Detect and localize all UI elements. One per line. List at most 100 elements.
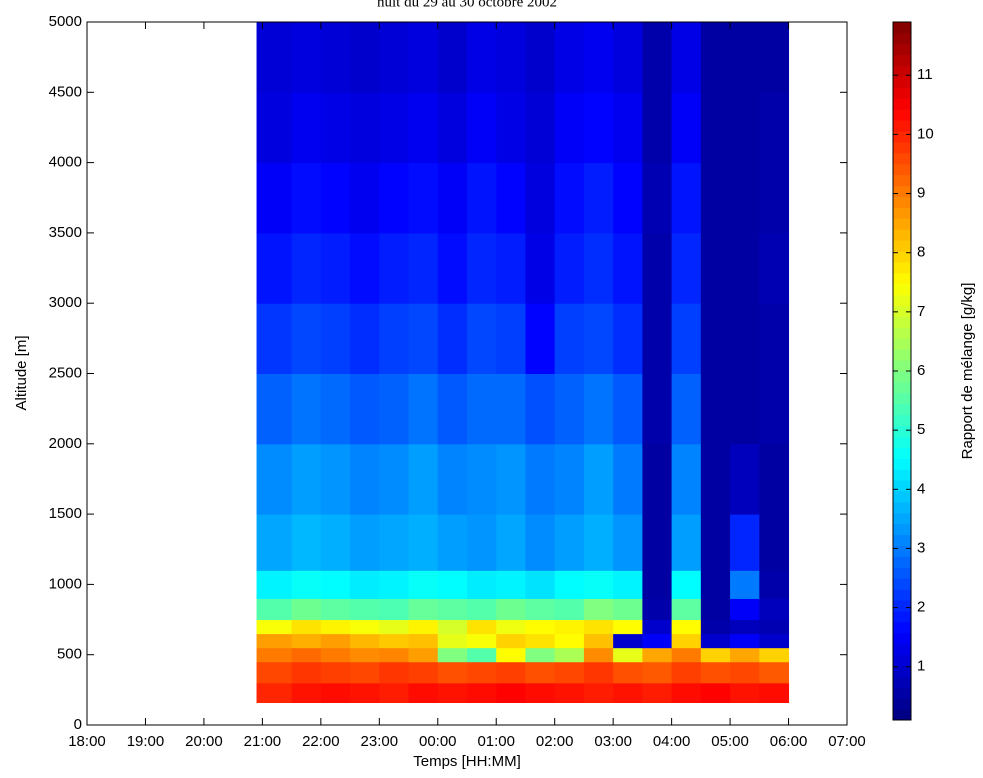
heatmap-cell xyxy=(671,92,702,164)
heatmap-cell xyxy=(700,647,731,663)
colorbar-swatch xyxy=(893,360,911,372)
heatmap-cell xyxy=(408,232,439,304)
x-tick-label: 23:00 xyxy=(361,733,399,750)
heatmap-cell xyxy=(496,633,526,649)
x-tick-label: 04:00 xyxy=(653,733,691,750)
heatmap-cell xyxy=(467,443,497,515)
heatmap-cell xyxy=(554,373,585,445)
colorbar-swatch xyxy=(893,240,911,252)
heatmap-cell xyxy=(256,598,293,621)
y-tick-label: 500 xyxy=(57,646,82,663)
heatmap-cell xyxy=(437,514,468,571)
heatmap-cell xyxy=(256,162,293,234)
colorbar-swatch xyxy=(893,283,911,296)
heatmap-cell xyxy=(759,373,790,445)
heatmap-cell xyxy=(496,443,526,515)
y-tick-label: 3000 xyxy=(49,294,82,311)
heatmap-cell xyxy=(379,443,410,515)
colorbar-swatch xyxy=(893,512,911,525)
heatmap-cell xyxy=(437,661,468,684)
heatmap-cell xyxy=(350,682,380,704)
heatmap-cell xyxy=(467,570,497,599)
heatmap-cell xyxy=(642,303,673,374)
colorbar-swatch xyxy=(893,534,911,546)
heatmap-cell xyxy=(700,682,731,704)
heatmap-cell xyxy=(256,619,293,635)
heatmap-cell xyxy=(613,633,643,649)
colorbar-swatch xyxy=(893,556,911,568)
heatmap-cell xyxy=(525,633,556,649)
heatmap-cell xyxy=(759,22,790,93)
heatmap-cell xyxy=(700,570,731,599)
heatmap-cell xyxy=(379,570,410,599)
heatmap-cell xyxy=(730,661,760,684)
heatmap-cell xyxy=(320,303,351,374)
heatmap-cell xyxy=(320,443,351,515)
colorbar-swatch xyxy=(893,294,911,307)
heatmap-cell xyxy=(759,514,790,571)
x-tick-label: 22:00 xyxy=(302,733,340,750)
heatmap-cell xyxy=(613,619,643,635)
heatmap-cell xyxy=(256,232,293,304)
colorbar-swatch xyxy=(893,261,911,274)
heatmap-cell xyxy=(613,514,643,571)
colorbar-tick-label: 5 xyxy=(917,421,925,438)
heatmap-cell xyxy=(613,303,643,374)
heatmap-cell xyxy=(496,647,526,663)
heatmap-cell xyxy=(671,162,702,234)
colorbar-swatch xyxy=(893,600,911,612)
colorbar-swatch xyxy=(893,218,911,230)
colorbar-tick-label: 3 xyxy=(917,539,925,556)
heatmap-cell xyxy=(408,647,439,663)
colorbar-swatch xyxy=(893,207,911,219)
heatmap-cell xyxy=(671,232,702,304)
heatmap-cell xyxy=(496,22,526,93)
colorbar-swatch xyxy=(893,523,911,536)
heatmap-cell xyxy=(613,570,643,599)
heatmap-cell xyxy=(320,598,351,621)
chart-title: nuit du 29 au 30 octobre 2002 xyxy=(377,0,557,10)
heatmap-cell xyxy=(730,373,760,445)
colorbar-swatch xyxy=(893,141,911,154)
heatmap-cell xyxy=(583,661,614,684)
y-tick-label: 4000 xyxy=(49,154,82,171)
heatmap-cell xyxy=(525,619,556,635)
heatmap-cell xyxy=(759,162,790,234)
heatmap-cell xyxy=(554,443,585,515)
heatmap-cell xyxy=(408,22,439,93)
heatmap-cell xyxy=(730,232,760,304)
colorbar-swatch xyxy=(893,87,911,99)
heatmap-cell xyxy=(256,443,293,515)
heatmap-cell xyxy=(554,570,585,599)
heatmap-cell xyxy=(408,162,439,234)
y-tick-label: 5000 xyxy=(49,13,82,30)
heatmap-cell xyxy=(320,232,351,304)
heatmap-cell xyxy=(642,514,673,571)
heatmap-cell xyxy=(613,373,643,445)
y-tick-label: 1000 xyxy=(49,575,82,592)
heatmap-cell xyxy=(291,303,322,374)
heatmap-cell xyxy=(525,92,556,164)
heatmap-cell xyxy=(291,619,322,635)
heatmap-cell xyxy=(291,162,322,234)
x-tick-label: 03:00 xyxy=(594,733,632,750)
y-tick-label: 2500 xyxy=(49,364,82,381)
heatmap-cell xyxy=(496,514,526,571)
colorbar-swatch xyxy=(893,32,911,45)
heatmap-cell xyxy=(700,373,731,445)
heatmap-cell xyxy=(642,570,673,599)
heatmap-cell xyxy=(613,232,643,304)
x-tick-label: 19:00 xyxy=(127,733,165,750)
heatmap-cell xyxy=(525,661,556,684)
heatmap-cell xyxy=(642,647,673,663)
heatmap-cell xyxy=(583,162,614,234)
heatmap-cell xyxy=(291,647,322,663)
heatmap-cell xyxy=(467,303,497,374)
colorbar-tick-label: 2 xyxy=(917,599,925,616)
colorbar-swatch xyxy=(893,371,911,383)
heatmap-cell xyxy=(642,661,673,684)
heatmap-cell xyxy=(700,443,731,515)
x-tick-label: 05:00 xyxy=(711,733,749,750)
heatmap-cell xyxy=(554,232,585,304)
